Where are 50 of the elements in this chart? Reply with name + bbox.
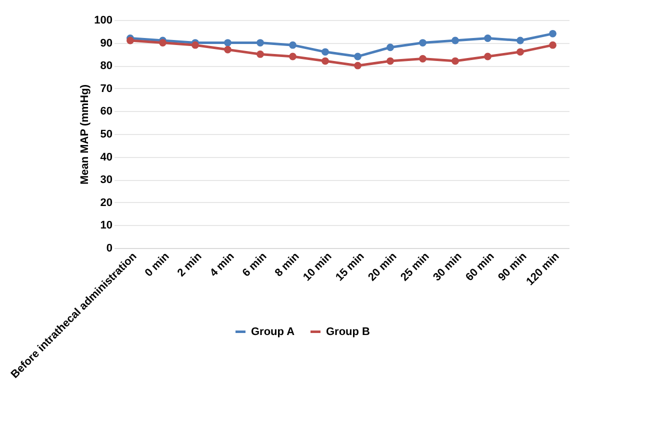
point <box>549 41 556 49</box>
x-tick-label: 20 min <box>366 250 400 284</box>
y-tick-label: 50 <box>100 128 112 140</box>
point <box>354 62 362 70</box>
x-tick-label: 6 min <box>240 250 270 280</box>
point <box>322 57 329 65</box>
y-tick-label: 90 <box>100 37 112 50</box>
point <box>419 39 426 46</box>
point <box>452 36 459 44</box>
point <box>516 36 524 44</box>
x-tick-label: 25 min <box>398 250 432 284</box>
x-tick-label: 30 min <box>431 250 464 284</box>
point <box>159 39 166 46</box>
point <box>386 44 394 52</box>
point <box>192 41 199 49</box>
legend-label: Group A <box>251 326 295 338</box>
x-tick-label: 0 min <box>142 250 172 280</box>
x-tick-label: 4 min <box>208 250 237 280</box>
y-tick-label: 10 <box>100 220 112 232</box>
legend-label: Group B <box>326 326 370 338</box>
point <box>256 39 264 46</box>
point <box>289 41 296 49</box>
x-tick-label: 60 min <box>464 250 497 284</box>
point <box>256 50 264 58</box>
y-tick-label: 100 <box>94 14 112 26</box>
point <box>419 55 426 62</box>
point <box>484 34 492 42</box>
point <box>452 57 459 65</box>
point <box>484 52 492 60</box>
y-tick-label: 20 <box>100 196 112 209</box>
point <box>549 30 556 38</box>
y-tick-label: 0 <box>106 242 112 254</box>
point <box>126 36 134 44</box>
y-tick-label: 30 <box>100 174 112 186</box>
y-tick-label: 70 <box>100 82 112 95</box>
x-tick-label: 10 min <box>301 250 334 284</box>
y-tick-label: 80 <box>100 60 112 72</box>
x-tick-label: 2 min <box>175 250 204 280</box>
point <box>386 57 394 65</box>
point <box>516 48 524 56</box>
point <box>322 48 329 56</box>
y-tick-label: 60 <box>100 106 112 118</box>
point <box>354 52 362 60</box>
point <box>224 46 232 54</box>
point <box>289 52 296 60</box>
point <box>224 39 232 46</box>
y-axis-title: Mean MAP (mmHg) <box>79 84 92 185</box>
x-tick-label: 8 min <box>272 250 302 280</box>
y-tick-label: 40 <box>100 151 112 164</box>
x-tick-label: 15 min <box>334 250 367 284</box>
